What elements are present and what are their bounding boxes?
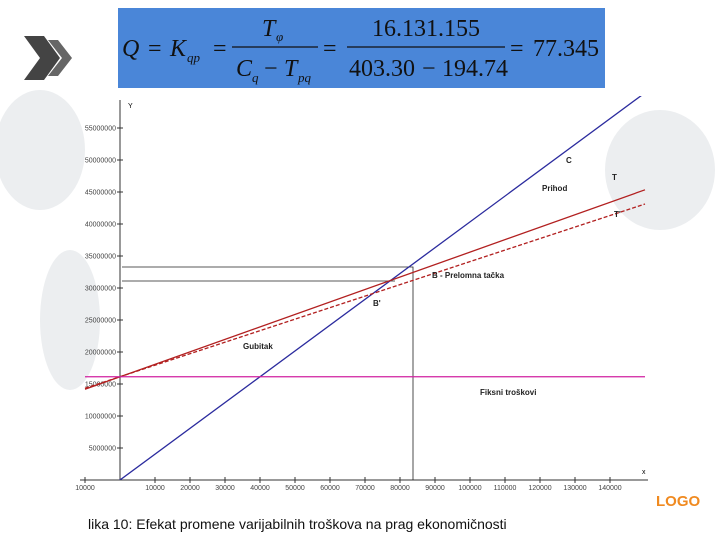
y-tick-label: 55000000 — [85, 126, 116, 133]
formula-text: 194.74 — [442, 56, 508, 82]
x-tick-label: 60000 — [320, 485, 340, 492]
y-tick-label: 40000000 — [85, 222, 116, 229]
formula-text: pq — [297, 70, 312, 85]
x-tick-label: 50000 — [285, 485, 305, 492]
x-tick-label: 130000 — [563, 485, 586, 492]
annotation: B - Prelomna tačka — [432, 271, 505, 280]
formula-text: = — [213, 36, 227, 62]
plot-area — [84, 96, 646, 480]
chart: Yx 5000000 10000000 15000000 20000000 2500000… — [75, 96, 648, 492]
x-tick-label: 110000 — [494, 485, 517, 492]
x-tick-label: 140000 — [598, 485, 621, 492]
series-label: Fiksni troškovi — [480, 388, 536, 397]
x-tick-label: 10000 — [75, 485, 95, 492]
formula-text: = — [148, 36, 162, 62]
annotation: Prihod — [542, 184, 567, 193]
formula-text: 77.345 — [533, 36, 599, 62]
formula-text: q — [252, 70, 259, 85]
x-axis-label: x — [642, 469, 646, 476]
x-tick-label: 30000 — [215, 485, 235, 492]
x-tick-label: 10000 — [145, 485, 165, 492]
formula-text: − — [264, 56, 278, 82]
series-line — [84, 189, 646, 390]
x-tick-label: 40000 — [250, 485, 270, 492]
series-label: T — [612, 173, 617, 182]
formula-text: C — [236, 56, 253, 82]
guide-line — [122, 266, 414, 480]
y-tick-label: 30000000 — [85, 286, 116, 293]
formula-text: K — [169, 36, 188, 62]
logo-chevrons — [24, 36, 72, 80]
formula-text: 16.131.155 — [372, 16, 480, 42]
y-tick-label: 45000000 — [85, 190, 116, 197]
formula-text: − — [422, 56, 436, 82]
y-tick-label: 50000000 — [85, 158, 116, 165]
formula-text: T — [262, 16, 277, 42]
formula-box — [118, 8, 605, 88]
y-tick-label: 20000000 — [85, 350, 116, 357]
x-tick-label: 100000 — [458, 485, 481, 492]
formula-text: Q — [122, 36, 139, 62]
x-tick-label: 120000 — [528, 485, 551, 492]
series-line — [84, 203, 646, 389]
annotation: Gubitak — [243, 342, 273, 351]
formula-text: = — [323, 36, 337, 62]
formula-text: φ — [276, 29, 283, 44]
series-line — [118, 96, 642, 480]
formula: Q = K qp = T φ C q − T pq = 16.131.155 4… — [122, 16, 599, 85]
annotation: B' — [373, 299, 381, 308]
formula-text: qp — [187, 50, 201, 65]
y-tick-label: 10000000 — [85, 414, 116, 421]
y-tick-label: 25000000 — [85, 318, 116, 325]
background-map — [0, 90, 715, 390]
series-label: T' — [614, 210, 621, 219]
formula-text: = — [510, 36, 524, 62]
formula-text: 403.30 — [349, 56, 415, 82]
logo-text: LOGO — [656, 493, 700, 510]
y-tick-label: 35000000 — [85, 254, 116, 261]
x-tick-label: 70000 — [355, 485, 375, 492]
y-axis-label: Y — [128, 103, 133, 110]
y-tick-label: 15000000 — [85, 382, 116, 389]
x-tick-label: 90000 — [425, 485, 445, 492]
caption: lika 10: Efekat promene varijabilnih tro… — [88, 516, 507, 532]
formula-text: T — [284, 56, 299, 82]
x-tick-label: 80000 — [390, 485, 410, 492]
y-tick-label: 5000000 — [89, 446, 116, 453]
x-tick-label: 20000 — [180, 485, 200, 492]
series-label: C — [566, 156, 572, 165]
